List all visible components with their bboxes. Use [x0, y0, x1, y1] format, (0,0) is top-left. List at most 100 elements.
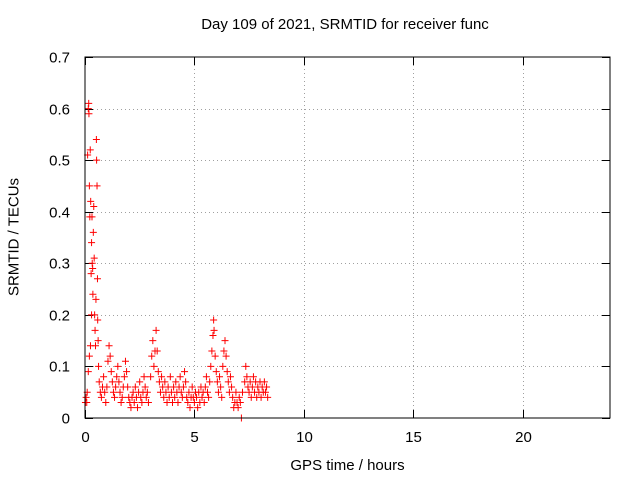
data-point [90, 254, 98, 262]
data-point [138, 399, 146, 407]
data-point [202, 373, 210, 381]
data-points [81, 99, 272, 422]
data-point [249, 373, 257, 381]
data-point [179, 383, 187, 391]
y-tick-label: 0 [62, 411, 70, 428]
data-point [150, 362, 158, 370]
data-point [147, 373, 155, 381]
data-point [95, 362, 103, 370]
y-tick-label: 0.3 [49, 256, 70, 273]
data-point [88, 239, 96, 247]
data-point [198, 393, 206, 401]
data-point [94, 316, 102, 324]
data-point [104, 357, 112, 365]
data-point [152, 326, 160, 334]
data-point [210, 326, 218, 334]
data-point [84, 368, 92, 376]
data-point [89, 264, 97, 272]
data-point [228, 383, 236, 391]
data-point [114, 362, 122, 370]
data-point [136, 378, 144, 386]
data-point [216, 373, 224, 381]
data-point [113, 373, 121, 381]
data-point [107, 368, 115, 376]
data-point [91, 326, 99, 334]
data-point [223, 368, 231, 376]
data-point [89, 290, 97, 298]
data-point [93, 156, 101, 164]
data-point [205, 393, 213, 401]
y-tick-label: 0.1 [49, 359, 70, 376]
data-point [134, 404, 141, 412]
data-point [243, 373, 251, 381]
data-point [211, 352, 219, 360]
data-point [222, 352, 230, 360]
data-point [121, 357, 129, 365]
data-point [200, 399, 208, 407]
grid-lines [85, 57, 610, 418]
data-point [142, 393, 150, 401]
data-point [85, 99, 93, 107]
data-point [242, 362, 250, 370]
data-point [131, 383, 139, 391]
data-point [194, 404, 202, 412]
data-point [153, 347, 161, 355]
data-point [260, 378, 268, 386]
data-point [176, 373, 184, 381]
data-point [204, 388, 211, 396]
data-point [108, 378, 116, 386]
data-point [103, 383, 111, 391]
data-point [174, 399, 182, 407]
y-tick-label: 0.5 [49, 153, 70, 170]
data-point [235, 393, 243, 401]
data-point [92, 136, 100, 144]
data-point [184, 399, 192, 407]
data-point [166, 373, 174, 381]
x-axis-label: GPS time / hours [290, 457, 405, 474]
data-point [100, 373, 108, 381]
data-point [158, 373, 166, 381]
data-point [82, 393, 90, 401]
chart-title: Day 109 of 2021, SRMTID for receiver fun… [201, 16, 489, 33]
data-point [93, 182, 101, 190]
data-point [219, 362, 227, 370]
data-point [186, 404, 194, 412]
data-point [177, 388, 185, 396]
data-point [83, 399, 91, 407]
data-point [214, 388, 222, 396]
y-tick-label: 0.7 [49, 50, 70, 67]
data-point [232, 388, 240, 396]
data-point [124, 383, 132, 391]
data-point [93, 275, 101, 283]
data-point [95, 378, 103, 386]
data-point [144, 399, 152, 407]
data-point [85, 182, 93, 190]
data-point [213, 378, 221, 386]
data-point [92, 295, 100, 303]
data-point [97, 393, 105, 401]
data-point [88, 213, 96, 221]
data-point [109, 388, 117, 396]
data-point [115, 378, 123, 386]
data-point [90, 203, 98, 211]
x-tick-label: 5 [190, 429, 198, 446]
data-point [209, 331, 217, 339]
data-point [161, 378, 169, 386]
y-tick-label: 0.2 [49, 308, 70, 325]
data-point [257, 393, 265, 401]
plot-frame [84, 56, 611, 419]
x-tick-label: 0 [81, 429, 89, 446]
data-point [212, 368, 220, 376]
data-point [234, 404, 242, 412]
data-point [218, 393, 226, 401]
data-point [89, 228, 97, 236]
data-point [106, 352, 114, 360]
x-tick-label: 20 [515, 429, 532, 446]
data-point [105, 342, 113, 350]
data-point [85, 352, 93, 360]
data-point [221, 337, 229, 345]
data-point [154, 368, 162, 376]
data-point [207, 362, 215, 370]
axis-ticks: 0 0.1 0.2 0.3 0.4 0.5 0.6 0.7 0 5 10 15 20 [49, 50, 610, 446]
